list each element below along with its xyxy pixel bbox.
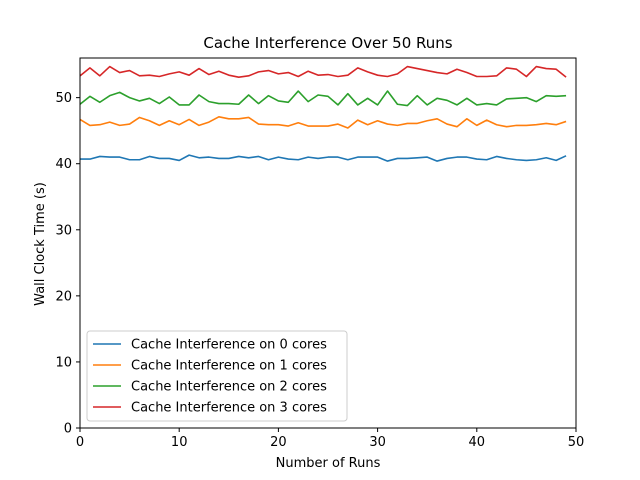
legend-label: Cache Interference on 2 cores	[131, 380, 327, 395]
y-tick-label: 30	[55, 223, 72, 238]
legend-label: Cache Interference on 3 cores	[131, 401, 327, 416]
x-tick-label: 20	[270, 435, 287, 450]
y-tick-label: 50	[55, 91, 72, 106]
x-tick-label: 0	[76, 435, 84, 450]
y-axis-title: Wall Clock Time (s)	[33, 182, 48, 306]
chart-title: Cache Interference Over 50 Runs	[203, 34, 452, 52]
x-axis-title: Number of Runs	[276, 456, 381, 471]
y-tick-label: 40	[55, 157, 72, 172]
x-tick-label: 10	[171, 435, 188, 450]
series-line-1	[79, 116, 567, 129]
axes-frame	[79, 57, 577, 429]
legend-label: Cache Interference on 1 cores	[131, 359, 327, 374]
y-tick-label: 10	[55, 355, 72, 370]
legend-label: Cache Interference on 0 cores	[131, 338, 327, 353]
y-tick-label: 0	[64, 422, 72, 437]
x-tick-label: 50	[568, 435, 585, 450]
axes: 0 10 20 30 40 50 0 10 20 30 40 50	[55, 57, 585, 450]
x-tick-label: 30	[369, 435, 386, 450]
legend: Cache Interference on 0 cores Cache Inter…	[86, 330, 348, 422]
legend-box	[86, 330, 348, 422]
plot-area	[79, 65, 567, 162]
series-line-2	[79, 90, 567, 107]
y-tick-label: 20	[55, 289, 72, 304]
x-tick-label: 40	[469, 435, 486, 450]
series-line-3	[79, 65, 567, 78]
series-line-0	[80, 154, 567, 162]
